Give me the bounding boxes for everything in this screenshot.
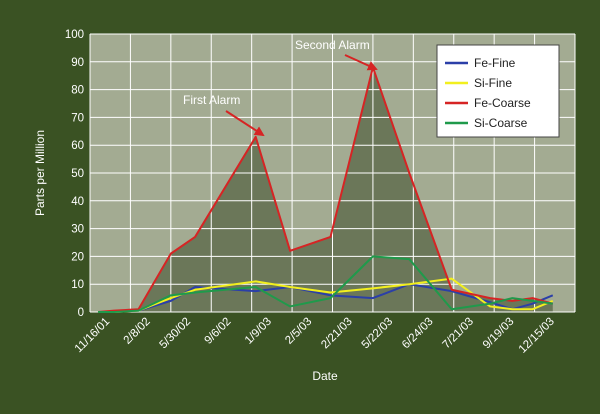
x-tick-label: 1/9/03 [243, 316, 274, 347]
x-tick-label: 9/6/02 [202, 316, 233, 347]
x-tick-label: 12/15/03 [517, 316, 557, 356]
y-tick-label: 80 [71, 85, 84, 97]
series-line-si-coarse [98, 255, 553, 313]
y-tick-label: 10 [71, 279, 84, 291]
y-tick-label: 40 [71, 196, 84, 208]
legend-entry: Si-Coarse [474, 116, 528, 130]
x-tick-label: 9/19/03 [481, 316, 517, 352]
series-lines [97, 66, 554, 313]
y-axis-label: Parts per Million [33, 130, 47, 216]
fe-coarse-area [98, 67, 553, 312]
x-tick-label: 2/21/03 [319, 316, 355, 352]
annotation-arrow [225, 110, 265, 137]
y-tick-label: 100 [65, 29, 84, 41]
x-tick-label: 2/8/02 [122, 316, 153, 347]
x-tick-label: 11/16/01 [73, 316, 113, 356]
x-axis-label: Date [312, 369, 338, 383]
y-tick-label: 50 [71, 168, 84, 180]
annotation-label: First Alarm [183, 93, 240, 107]
legend-entry: Fe-Fine [474, 56, 516, 70]
legend-entry: Fe-Coarse [474, 96, 531, 110]
y-tick-label: 60 [71, 140, 84, 152]
annotation-arrow [344, 54, 378, 71]
y-tick-label: 20 [71, 251, 84, 263]
y-tick-label: 30 [71, 224, 84, 236]
legend-entry: Si-Fine [474, 76, 512, 90]
x-tick-label: 6/24/03 [400, 316, 436, 352]
x-axis: 11/16/01 2/8/02 5/30/02 9/6/02 1/9/03 2/5/03 2… [73, 316, 557, 356]
x-tick-label: 2/5/03 [283, 316, 314, 347]
alarm-shading [98, 67, 553, 312]
y-axis: 0 10 20 30 40 50 60 70 80 90 100 [65, 29, 84, 319]
annotations: First Alarm Second Alarm [183, 38, 378, 137]
legend: Fe-Fine Si-Fine Fe-Coarse Si-Coarse [436, 44, 560, 138]
y-tick-label: 90 [71, 57, 84, 69]
x-tick-label: 7/21/03 [440, 316, 476, 352]
annotation-label: Second Alarm [295, 38, 370, 52]
y-tick-label: 0 [78, 307, 84, 319]
y-tick-label: 70 [71, 112, 84, 124]
x-tick-label: 5/22/03 [360, 316, 396, 352]
legend-box [436, 44, 560, 138]
x-tick-label: 5/30/02 [158, 316, 194, 352]
